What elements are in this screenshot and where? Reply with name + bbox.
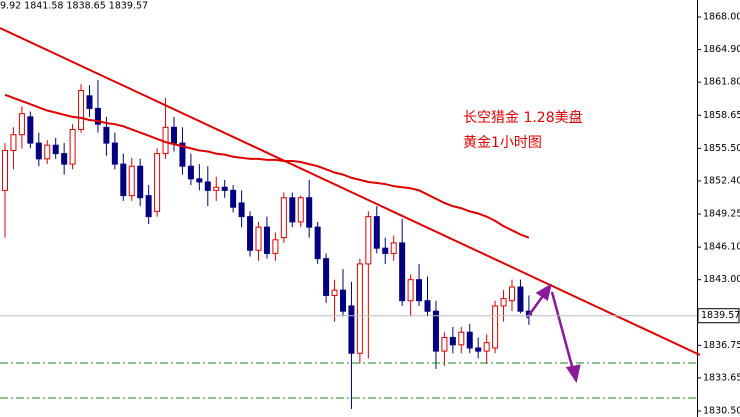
candle-body <box>407 279 414 302</box>
y-tick-label: 1868.00 <box>703 12 740 23</box>
candle-body <box>509 286 515 302</box>
candle-body <box>18 113 25 136</box>
candle-body <box>145 195 152 218</box>
candle-body <box>69 128 76 165</box>
candle-body <box>94 107 101 125</box>
y-tick-label: 1849.25 <box>703 209 740 220</box>
candle-body <box>120 163 127 197</box>
candle-body <box>492 305 499 349</box>
candle-body <box>424 300 431 312</box>
candle-body <box>331 289 338 296</box>
candle-body <box>103 126 110 144</box>
y-tick-label: 1864.90 <box>703 44 740 55</box>
candle-body <box>449 336 456 346</box>
candle-body <box>204 181 211 191</box>
candle-body <box>272 239 279 254</box>
candle-body <box>154 153 161 212</box>
annotation: 长空猎金 1.28美盘 <box>463 109 583 126</box>
candle-body <box>35 142 42 160</box>
candle-body <box>297 197 304 223</box>
y-tick-label: 1846.10 <box>703 242 740 253</box>
candle-body <box>137 165 144 199</box>
candle-body <box>475 347 482 352</box>
candle-body <box>483 342 490 352</box>
candle-body <box>382 247 389 254</box>
candle-body <box>27 116 34 144</box>
moving-average <box>4 93 530 239</box>
candle-body <box>128 165 135 197</box>
candle-body <box>52 144 59 155</box>
candle-body <box>432 310 439 352</box>
last-price-box <box>697 308 740 324</box>
candle-body <box>44 144 51 160</box>
candle-body <box>399 242 406 302</box>
candle-body <box>187 165 194 180</box>
candle-body <box>356 263 363 354</box>
arrow-down <box>550 291 575 371</box>
candle-body <box>373 216 380 249</box>
y-tick-label: 1852.40 <box>703 175 740 186</box>
candle-body <box>466 331 473 349</box>
candle-body <box>500 298 507 307</box>
candle-body <box>263 226 270 254</box>
candle-body <box>390 242 397 254</box>
candle-body <box>221 186 228 191</box>
y-tick-label: 1833.65 <box>703 372 740 383</box>
candle-body <box>78 90 85 130</box>
candle-body <box>441 336 448 352</box>
candle-body <box>517 286 524 312</box>
trend-line <box>0 27 701 356</box>
candle-body <box>171 126 177 144</box>
candle-body <box>323 258 330 296</box>
candle-body <box>196 178 203 183</box>
candle-body <box>179 142 186 167</box>
candle-body <box>289 197 296 223</box>
y-tick-label: 1861.80 <box>703 77 740 88</box>
candle-body <box>416 279 423 302</box>
forecast-arrows <box>525 283 581 384</box>
candle-body <box>230 189 237 208</box>
candle-body <box>255 226 262 251</box>
y-tick-label: 1830.50 <box>703 406 740 417</box>
y-tick-label: 1855.50 <box>703 143 740 154</box>
candle-body <box>306 197 313 228</box>
arrow-head <box>565 364 581 384</box>
candle-body <box>314 226 321 260</box>
candle-body <box>10 134 17 151</box>
candle-body <box>111 142 118 165</box>
candle-body <box>365 216 372 265</box>
last-price-label: 1839.57 <box>701 310 740 321</box>
annotation: 黄金1小时图 <box>463 134 542 151</box>
y-tick-label: 1843.00 <box>703 274 740 285</box>
y-tick-label: 1858.65 <box>703 110 740 121</box>
candle-body <box>213 186 220 191</box>
header-ohlc: 9.92 1841.58 1838.65 1839.57 <box>0 1 148 12</box>
candle-body <box>61 153 68 165</box>
candle-body <box>340 289 346 312</box>
candle-body <box>458 331 465 346</box>
y-tick-label: 1836.75 <box>703 340 740 351</box>
candle-body <box>348 305 355 354</box>
candle-body <box>2 149 8 191</box>
arrow-head <box>535 283 552 302</box>
plot <box>2 80 532 409</box>
candle-body <box>86 95 93 109</box>
candle-body <box>280 197 287 239</box>
candle-body <box>247 216 254 251</box>
candle-body <box>238 202 245 218</box>
